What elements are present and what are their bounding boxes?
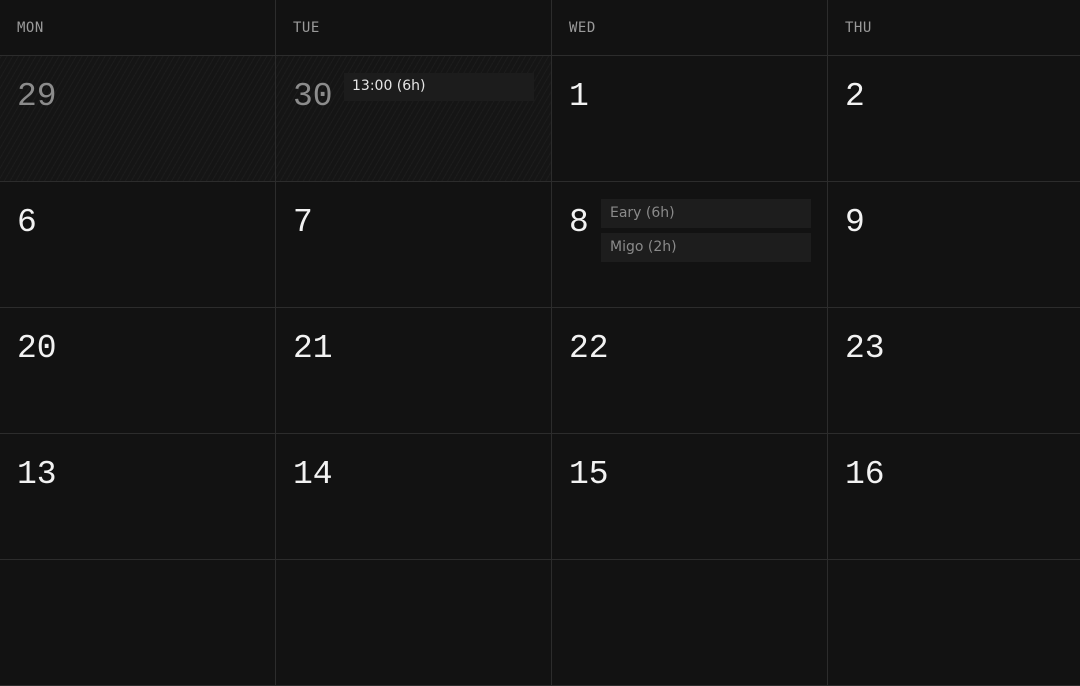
day-cell[interactable]: 22 — [552, 308, 828, 434]
day-cell[interactable]: 9 — [828, 182, 1080, 308]
day-number: 13 — [17, 456, 57, 493]
day-number: 23 — [845, 330, 885, 367]
day-cell[interactable]: 1 — [552, 56, 828, 182]
day-number: 30 — [293, 78, 333, 115]
day-number: 7 — [293, 204, 313, 241]
day-number: 8 — [569, 204, 589, 241]
header-tue: TUE — [276, 0, 552, 56]
day-cell[interactable] — [0, 560, 276, 686]
day-cell[interactable]: 20 — [0, 308, 276, 434]
day-number: 29 — [17, 78, 57, 115]
header-wed: WED — [552, 0, 828, 56]
day-cell[interactable] — [552, 560, 828, 686]
day-cell[interactable]: 21 — [276, 308, 552, 434]
day-number: 22 — [569, 330, 609, 367]
day-number: 6 — [17, 204, 37, 241]
day-number: 9 — [845, 204, 865, 241]
day-cell[interactable]: 7 — [276, 182, 552, 308]
event-item[interactable]: 13:00 (6h) — [344, 73, 534, 101]
header-thu: THU — [828, 0, 1080, 56]
day-cell[interactable]: 8 Eary (6h) Migo (2h) — [552, 182, 828, 308]
event-item[interactable]: Migo (2h) — [601, 233, 811, 262]
day-number: 16 — [845, 456, 885, 493]
day-number: 20 — [17, 330, 57, 367]
day-number: 15 — [569, 456, 609, 493]
day-cell[interactable] — [276, 560, 552, 686]
day-number: 1 — [569, 78, 589, 115]
day-number: 2 — [845, 78, 865, 115]
day-cell[interactable]: 16 — [828, 434, 1080, 560]
day-number: 14 — [293, 456, 333, 493]
day-cell[interactable]: 6 — [0, 182, 276, 308]
day-cell[interactable]: 2 — [828, 56, 1080, 182]
day-cell[interactable]: 14 — [276, 434, 552, 560]
day-cell[interactable]: 13 — [0, 434, 276, 560]
day-cell[interactable]: 29 — [0, 56, 276, 182]
day-cell[interactable] — [828, 560, 1080, 686]
event-item[interactable]: Eary (6h) — [601, 199, 811, 228]
day-number: 21 — [293, 330, 333, 367]
day-cell[interactable]: 15 — [552, 434, 828, 560]
day-cell[interactable]: 30 13:00 (6h) — [276, 56, 552, 182]
day-cell[interactable]: 23 — [828, 308, 1080, 434]
header-mon: MON — [0, 0, 276, 56]
